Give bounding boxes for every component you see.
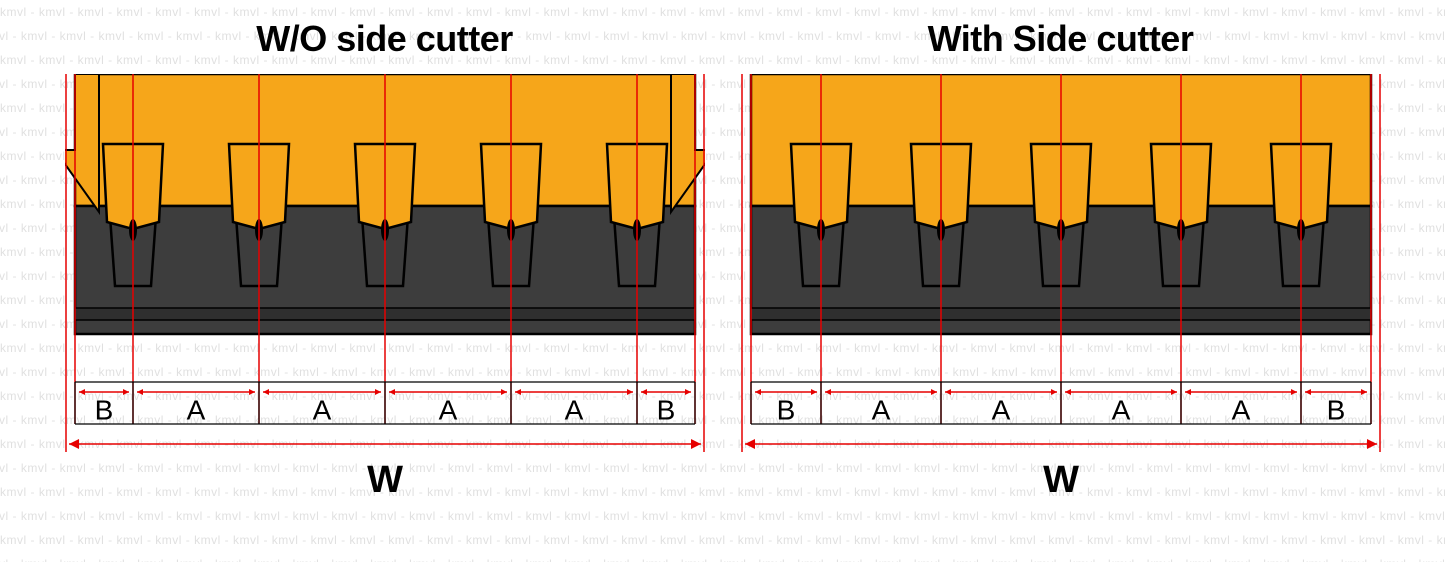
svg-text:B: B [656,394,675,425]
svg-text:A: A [312,394,331,425]
svg-text:B: B [776,394,795,425]
diagram-container: W/O side cutter B A A A A B W With Side cutter… [0,0,1445,509]
svg-text:W: W [367,459,403,501]
svg-text:A: A [438,394,457,425]
svg-text:A: A [186,394,205,425]
left-panel: W/O side cutter B A A A A B W [65,18,705,509]
svg-text:W: W [1043,459,1079,501]
left-panel-diagram: B A A A A B W [65,74,705,509]
svg-text:A: A [564,394,583,425]
right-panel-diagram: B A A A A B W [741,74,1381,509]
left-panel-title: W/O side cutter [65,18,705,60]
svg-text:A: A [1231,394,1250,425]
svg-text:B: B [94,394,113,425]
svg-text:A: A [871,394,890,425]
right-panel-title: With Side cutter [741,18,1381,60]
svg-text:A: A [991,394,1010,425]
right-panel: With Side cutter B A A A A B W [741,18,1381,509]
svg-text:A: A [1111,394,1130,425]
svg-text:B: B [1326,394,1345,425]
